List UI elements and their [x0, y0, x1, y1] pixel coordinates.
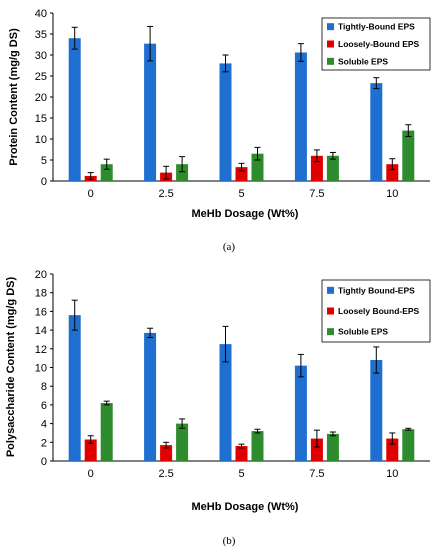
y-tick-label: 18 — [35, 288, 47, 300]
legend-label: Loosely Bound-EPS — [338, 306, 420, 316]
y-tick-label: 10 — [35, 363, 47, 375]
legend-label: Soluble EPS — [338, 327, 388, 337]
bar — [402, 429, 415, 461]
x-tick-label: 10 — [386, 188, 398, 200]
legend-swatch — [327, 23, 334, 31]
legend-label: Tightly-Bound EPS — [338, 22, 415, 32]
y-tick-label: 25 — [35, 71, 47, 83]
bar — [176, 423, 189, 461]
x-axis-title-b: MeHb Dosage (Wt%) — [192, 501, 299, 513]
bar — [68, 38, 81, 182]
x-tick-label: 2.5 — [158, 468, 173, 480]
y-tick-label: 8 — [41, 381, 47, 393]
y-tick-label: 0 — [41, 176, 47, 188]
bar — [370, 360, 383, 461]
bar — [176, 164, 189, 181]
bar — [294, 365, 307, 461]
y-tick-label: 20 — [35, 269, 47, 281]
x-axis-title-a: MeHb Dosage (Wt%) — [192, 208, 299, 220]
bar — [326, 433, 339, 461]
y-tick-label: 15 — [35, 113, 47, 125]
x-tick-label: 2.5 — [158, 188, 173, 200]
legend-box-a — [321, 17, 431, 71]
panel-label-a: (a) — [223, 241, 236, 253]
y-tick-label: 14 — [35, 325, 47, 337]
legend-swatch — [327, 307, 334, 315]
chart-panel-a: Protein Content (mg/g DS) MeHb Dosage (W… — [8, 8, 431, 253]
y-tick-label: 0 — [41, 456, 47, 468]
y-tick-label: 20 — [35, 92, 47, 104]
y-tick-label: 6 — [41, 400, 47, 412]
y-tick-label: 35 — [35, 29, 47, 41]
bar — [251, 153, 264, 181]
bar — [100, 164, 113, 181]
y-tick-label: 5 — [41, 155, 47, 167]
bar — [326, 155, 339, 181]
legend-swatch — [327, 328, 334, 336]
x-tick-label: 0 — [88, 468, 94, 480]
bar — [370, 83, 383, 181]
bar — [386, 164, 399, 181]
y-axis-title-a: Protein Content (mg/g DS) — [8, 28, 20, 166]
y-tick-label: 4 — [41, 419, 47, 431]
bar — [251, 431, 264, 461]
y-tick-label: 16 — [35, 306, 47, 318]
x-tick-label: 10 — [386, 468, 398, 480]
legend-swatch — [327, 40, 334, 48]
y-tick-label: 12 — [35, 344, 47, 356]
legend-swatch — [327, 286, 334, 294]
bar — [84, 439, 97, 461]
y-tick-label: 2 — [41, 437, 47, 449]
x-tick-label: 0 — [88, 188, 94, 200]
y-tick-label: 10 — [35, 134, 47, 146]
bar — [402, 130, 415, 181]
y-axis-title-b: Polysaccharide Content (mg/g DS) — [5, 277, 17, 458]
legend-box-b — [321, 279, 431, 343]
x-tick-label: 5 — [238, 188, 244, 200]
x-tick-label: 7.5 — [309, 188, 324, 200]
bar — [144, 43, 157, 181]
bar — [100, 403, 113, 461]
panel-label-b: (b) — [223, 535, 236, 547]
bar — [294, 52, 307, 182]
legend-label: Soluble EPS — [338, 56, 388, 66]
y-tick-label: 30 — [35, 50, 47, 62]
legend-label: Tightly Bound-EPS — [338, 285, 415, 295]
x-tick-label: 5 — [238, 468, 244, 480]
y-tick-label: 40 — [35, 8, 47, 20]
bar — [219, 344, 232, 461]
x-tick-label: 7.5 — [309, 468, 324, 480]
bar — [219, 63, 232, 181]
bar — [310, 438, 323, 461]
legend-swatch — [327, 57, 334, 65]
chart-panel-b: Polysaccharide Content (mg/g DS) MeHb Do… — [5, 269, 431, 547]
bar — [68, 315, 81, 461]
bar — [144, 332, 157, 461]
bar — [160, 445, 173, 461]
legend-label: Loosely-Bound EPS — [338, 39, 420, 49]
bar — [235, 446, 248, 461]
